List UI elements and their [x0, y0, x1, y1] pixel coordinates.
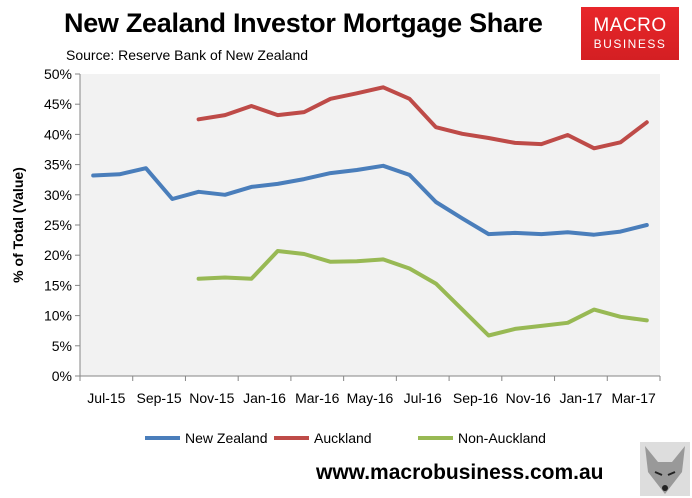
legend-label-new-zealand: New Zealand: [185, 430, 268, 446]
x-tick-label: Nov-16: [506, 390, 551, 406]
fox-image: [640, 442, 690, 496]
x-tick-label: Jan-16: [243, 390, 286, 406]
series-line-non-auckland: [196, 249, 649, 338]
x-tick-label: Sep-15: [137, 390, 182, 406]
x-tick-label: Sep-16: [453, 390, 498, 406]
x-tick-label: Nov-15: [189, 390, 234, 406]
y-tick-label: 15%: [44, 277, 72, 293]
y-tick-label: 5%: [52, 338, 72, 354]
y-tick-label: 45%: [44, 96, 72, 112]
x-tick-label: May-16: [347, 390, 394, 406]
macrobusiness-logo: MACRO BUSINESS: [581, 7, 679, 60]
legend-label-non-auckland: Non-Auckland: [458, 430, 546, 446]
logo-line2: BUSINESS: [593, 37, 667, 51]
x-tick-label: Jul-15: [87, 390, 125, 406]
y-tick-label: 25%: [44, 217, 72, 233]
logo-line1: MACRO: [593, 15, 667, 36]
chart-title: New Zealand Investor Mortgage Share: [64, 8, 543, 38]
chart-source: Source: Reserve Bank of New Zealand: [66, 47, 309, 63]
y-tick-label: 20%: [44, 247, 72, 263]
series-line-auckland: [196, 85, 649, 151]
x-tick-label: Mar-17: [611, 390, 656, 406]
y-axis-label: % of Total (Value): [10, 167, 26, 283]
y-tick-label: 30%: [44, 187, 72, 203]
x-tick-label: Jul-16: [404, 390, 442, 406]
y-tick-label: 40%: [44, 126, 72, 142]
plot-area: [80, 74, 660, 376]
series-line-new-zealand: [91, 163, 649, 237]
y-tick-label: 50%: [44, 66, 72, 82]
y-tick-label: 10%: [44, 308, 72, 324]
x-tick-label: Mar-16: [295, 390, 340, 406]
website-url: www.macrobusiness.com.au: [316, 461, 604, 484]
y-tick-label: 35%: [44, 157, 72, 173]
y-tick-label: 0%: [52, 368, 72, 384]
legend-label-auckland: Auckland: [314, 430, 372, 446]
x-tick-label: Jan-17: [560, 390, 603, 406]
